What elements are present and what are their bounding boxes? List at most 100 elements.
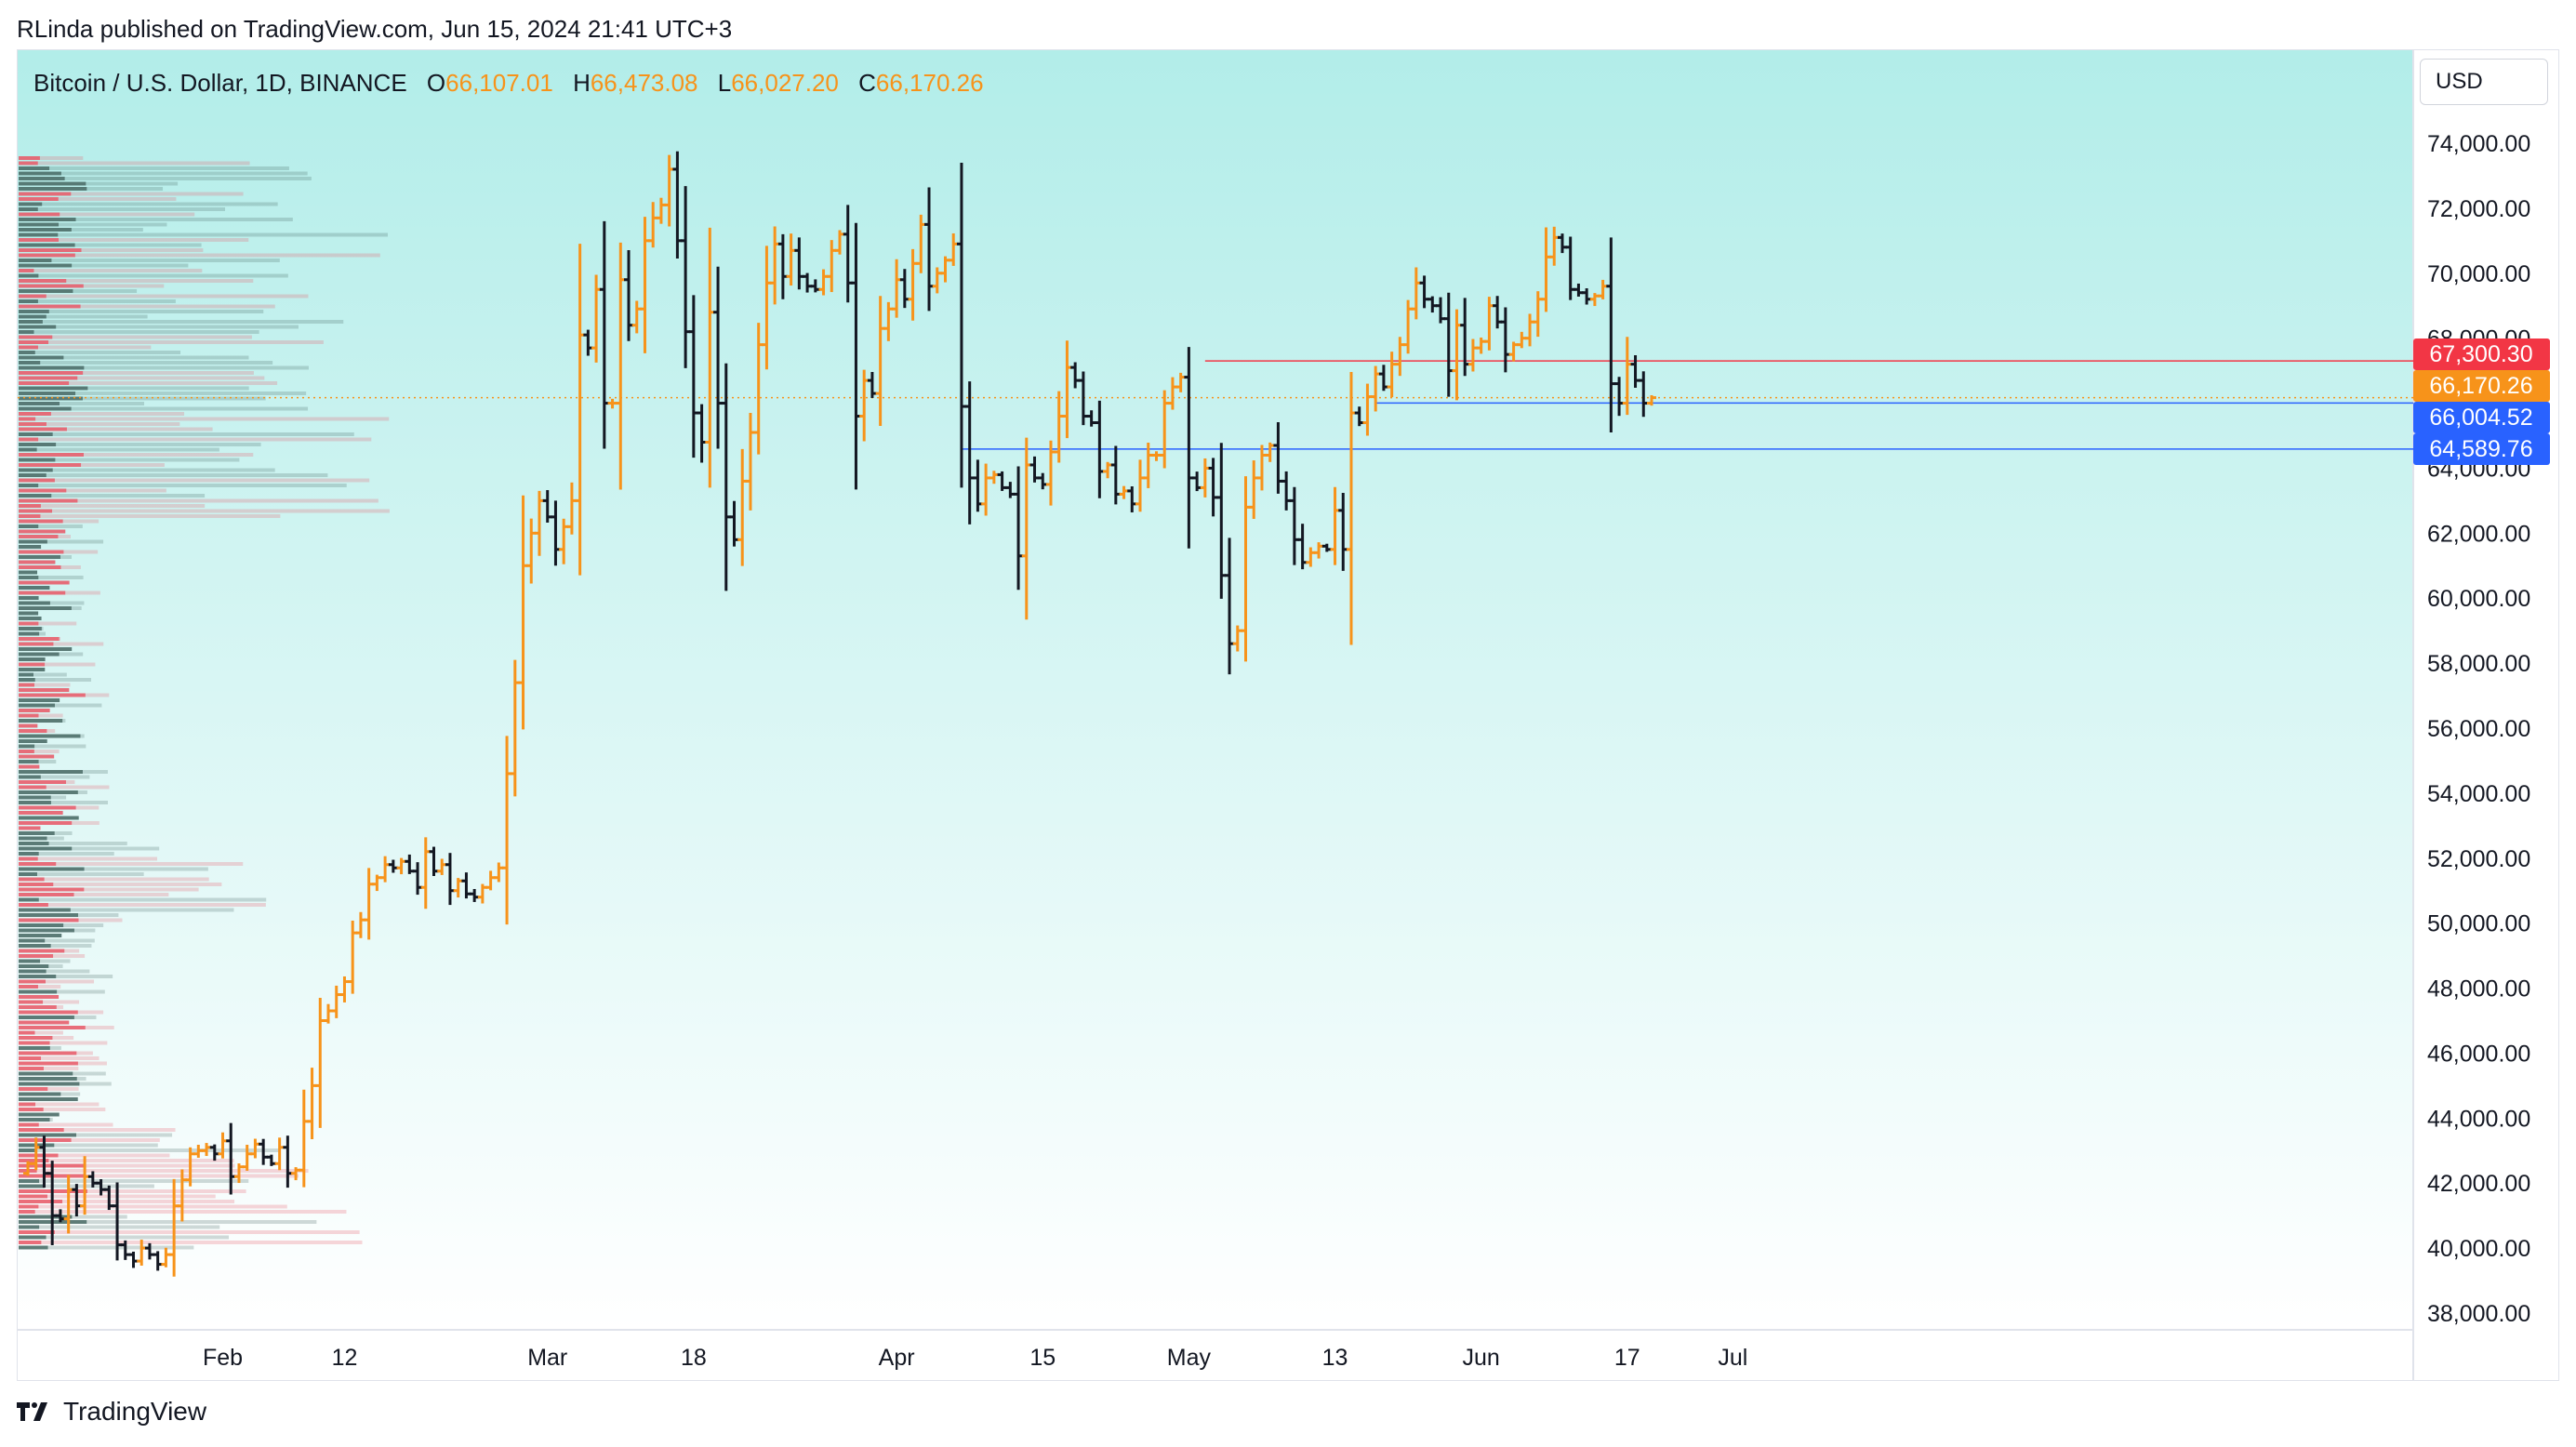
volume-profile-row [19, 202, 278, 206]
volume-profile-row [19, 1204, 287, 1209]
volume-profile-row [19, 381, 278, 385]
volume-profile-row [19, 729, 56, 733]
volume-profile-row [19, 1026, 114, 1029]
volume-profile-row [19, 1051, 93, 1055]
volume-profile-row [19, 688, 70, 692]
volume-profile-row [19, 422, 180, 426]
time-tick-label: Feb [203, 1345, 243, 1371]
volume-profile-row [19, 1056, 100, 1060]
volume-profile-row [19, 606, 82, 610]
volume-profile-row [19, 325, 299, 329]
volume-profile-row [19, 678, 91, 682]
volume-profile-row [19, 938, 95, 943]
price-tick-label: 44,000.00 [2427, 1106, 2530, 1132]
level-lines [18, 360, 2413, 450]
volume-profile-row [19, 1102, 100, 1107]
volume-profile-row [19, 417, 390, 421]
volume-profile-row [19, 995, 60, 999]
volume-profile-row [19, 601, 85, 605]
volume-profile-row [19, 1133, 173, 1137]
volume-profile-row [19, 437, 372, 442]
price-tick-label: 74,000.00 [2427, 131, 2530, 157]
price-tick-label: 54,000.00 [2427, 781, 2530, 807]
volume-profile-row [19, 724, 38, 728]
volume-profile-row [19, 913, 119, 917]
tradingview-brand[interactable]: TradingView [17, 1397, 206, 1427]
volume-profile-row [19, 576, 84, 579]
volume-profile-row [19, 928, 96, 933]
volume-profile-row [19, 611, 39, 616]
volume-profile-row [19, 811, 63, 815]
volume-profile-row [19, 944, 92, 948]
volume-profile-row [19, 872, 144, 876]
volume-profile-row [19, 764, 40, 769]
volume-profile-row [19, 443, 261, 446]
time-tick-label: Apr [879, 1345, 915, 1371]
high-value: 66,473.08 [590, 69, 698, 97]
volume-profile-row [19, 529, 66, 534]
volume-profile-row [19, 177, 312, 180]
volume-profile-row [19, 693, 110, 697]
volume-profile-row [19, 903, 266, 907]
volume-profile-row [19, 1097, 78, 1101]
close-value: 66,170.26 [875, 69, 984, 97]
volume-profile-row [19, 1046, 61, 1050]
volume-profile-row [19, 826, 41, 830]
volume-profile-row [19, 376, 265, 380]
volume-profile-row [19, 821, 100, 825]
volume-profile-row [19, 330, 259, 334]
volume-profile-row [19, 862, 244, 866]
volume-profile-row [19, 893, 169, 896]
currency-button[interactable]: USD [2420, 59, 2548, 105]
volume-profile-row [19, 1041, 108, 1045]
volume-profile-row [19, 463, 165, 467]
time-axis[interactable]: Feb 12 Mar 18 Apr 15 May 13 Jun 17 Jul [203, 1345, 1747, 1371]
volume-profile-row [19, 647, 73, 651]
volume-profile-row [19, 852, 114, 856]
volume-profile-row [19, 1169, 309, 1173]
volume-profile-row [19, 1030, 63, 1035]
volume-profile-row [19, 713, 63, 718]
volume-profile-row [19, 877, 209, 882]
volume-profile-row [19, 494, 206, 498]
volume-profile-row [19, 703, 102, 708]
volume-profile-row [19, 488, 166, 493]
volume-profile-row [19, 1200, 235, 1203]
price-tick-label: 50,000.00 [2427, 911, 2530, 937]
volume-profile-row [19, 207, 225, 211]
volume-profile-row [19, 780, 75, 784]
volume-profile-row [19, 770, 108, 774]
volume-profile-row [19, 320, 344, 324]
volume-profile-row [19, 897, 267, 902]
volume-profile-row [19, 709, 50, 712]
price-axis[interactable]: 38,000.00 40,000.00 42,000.00 44,000.00 46,0… [2427, 131, 2530, 1327]
volume-profile-row [19, 1020, 70, 1025]
volume-profile-row [19, 565, 81, 569]
volume-profile-row [19, 351, 181, 354]
volume-profile-row [19, 637, 60, 641]
volume-profile-row [19, 484, 347, 487]
volume-profile-row [19, 253, 380, 258]
volume-profile-row [19, 1138, 160, 1142]
time-tick-label: 17 [1614, 1345, 1640, 1371]
volume-profile-row [19, 1087, 79, 1091]
volume-profile-row [19, 1005, 64, 1009]
time-tick-label: Mar [527, 1345, 567, 1371]
volume-profile-row [19, 698, 60, 702]
volume-profile-row [19, 1112, 60, 1117]
volume-profile-row [19, 934, 62, 937]
volume-profile-row [19, 1077, 86, 1081]
symbol-legend[interactable]: Bitcoin / U.S. Dollar, 1D, BINANCE O66,1… [33, 69, 984, 98]
volume-profile-row [19, 1241, 363, 1244]
volume-profile-row [19, 989, 105, 994]
time-tick-label: May [1167, 1345, 1212, 1371]
volume-profile-row [19, 263, 189, 268]
volume-profile-row [19, 918, 123, 923]
volume-profile-row [19, 1118, 53, 1122]
volume-profile-row [19, 617, 42, 620]
time-tick-label: 12 [332, 1345, 358, 1371]
volume-profile-row [19, 1108, 106, 1111]
volume-profile-row [19, 1010, 104, 1015]
volume-profile-row [19, 259, 280, 262]
